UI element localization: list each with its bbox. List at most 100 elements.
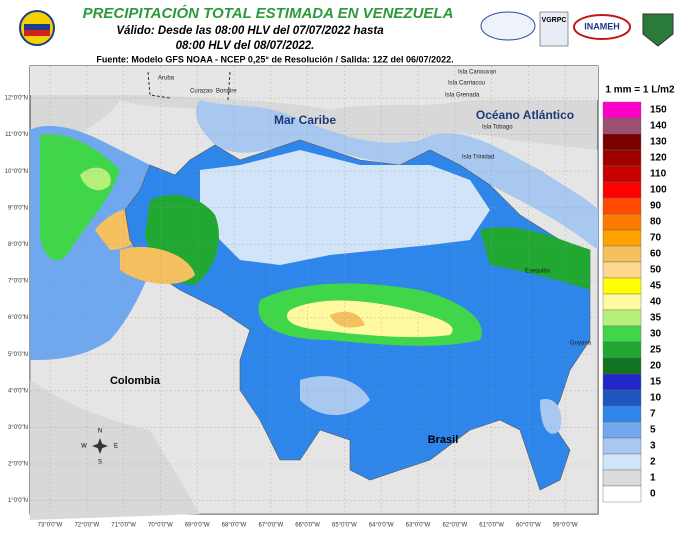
legend-swatch [602, 101, 642, 119]
lat-label: 6°0'0"N [8, 315, 28, 321]
legend-swatch [602, 309, 642, 327]
legend-label: 30 [650, 329, 662, 340]
compass-label: S [98, 460, 102, 466]
legend-label: 1 [650, 473, 656, 484]
rain-coast [195, 100, 598, 250]
legend-swatch [602, 181, 642, 199]
lon-label: 59°0'0"W [553, 523, 578, 529]
map-label: Isla Trinidad [462, 155, 494, 161]
lon-label: 69°0'0"W [185, 523, 210, 529]
logo [539, 11, 569, 47]
rain-orange-band [330, 311, 365, 328]
logo [642, 13, 674, 47]
lon-label: 68°0'0"W [222, 523, 247, 529]
map-label: Esequibo [525, 269, 551, 275]
lat-label: 9°0'0"N [8, 205, 28, 211]
flag-stripe [24, 24, 50, 30]
legend-label: 45 [650, 281, 662, 292]
legend-swatch [602, 197, 642, 215]
legend-swatch [602, 117, 642, 135]
lon-label: 64°0'0"W [369, 523, 394, 529]
legend-label: 20 [650, 361, 662, 372]
legend-label: 10 [650, 393, 662, 404]
legend-swatch [602, 421, 642, 439]
lat-label: 8°0'0"N [8, 242, 28, 248]
legend-label: 150 [650, 105, 667, 116]
legend-swatch [602, 245, 642, 263]
lat-label: 12°0'0"N [5, 96, 28, 102]
legend-swatch [602, 277, 642, 295]
legend-label: 90 [650, 201, 662, 212]
legend-label: 40 [650, 297, 662, 308]
compass-label: E [114, 444, 118, 450]
legend-label: 15 [650, 377, 662, 388]
map-label: Colombia [110, 375, 161, 387]
south-dry [30, 380, 200, 520]
legend-swatch [602, 325, 642, 343]
legend-swatch [602, 469, 642, 487]
logo-text: VGRPC [542, 17, 567, 24]
lat-label: 1°0'0"N [8, 498, 28, 504]
legend-swatch [602, 293, 642, 311]
flag-stripe [24, 30, 50, 36]
compass: N S E W [81, 429, 118, 466]
lat-label: 2°0'0"N [8, 462, 28, 468]
dynamic: 12°0'0"N11°0'0"N10°0'0"N9°0'0"N8°0'0"N7°… [5, 66, 667, 529]
valid-to: 08:00 HLV del 08/07/2022. [176, 40, 315, 52]
legend-swatch [602, 357, 642, 375]
legend-swatch [602, 389, 642, 407]
sea-dry [30, 66, 598, 110]
lat-label: 4°0'0"N [8, 388, 28, 394]
map-label: Océano Atlántico [476, 108, 574, 122]
lon-label: 72°0'0"W [74, 523, 99, 529]
map-label: Isla Tobago [482, 125, 513, 131]
legend-label: 35 [650, 313, 662, 324]
legend-swatch [602, 453, 642, 471]
legend-label: 120 [650, 153, 667, 164]
map-label: Brasil [428, 434, 459, 446]
legend-label: 110 [650, 169, 667, 180]
legend-swatch [602, 261, 642, 279]
lat-label: 7°0'0"N [8, 279, 28, 285]
legend-swatch [602, 485, 642, 503]
map-label: Bonaire [216, 89, 237, 95]
map-label: Aruba [158, 76, 175, 82]
lat-label: 5°0'0"N [8, 352, 28, 358]
lon-label: 62°0'0"W [442, 523, 467, 529]
lon-label: 67°0'0"W [258, 523, 283, 529]
rain-green [40, 134, 120, 261]
valid-from: Válido: Desde las 08:00 HLV del 07/07/20… [116, 25, 384, 37]
lon-label: 71°0'0"W [111, 523, 136, 529]
lon-label: 66°0'0"W [295, 523, 320, 529]
legend-swatch [602, 373, 642, 391]
legend-label: 80 [650, 217, 662, 228]
lon-label: 61°0'0"W [479, 523, 504, 529]
map-label: Curazao [190, 89, 213, 95]
rain-yellow-band [286, 300, 453, 338]
rain-esequibo [480, 227, 590, 290]
legend-swatch [602, 165, 642, 183]
rain-south [300, 376, 370, 415]
source: Fuente: Modelo GFS NOAA - NCEP 0,25° de … [96, 54, 453, 64]
lat-label: 10°0'0"N [5, 169, 28, 175]
legend-swatch [602, 341, 642, 359]
legend-label: 5 [650, 425, 656, 436]
logo [573, 14, 631, 40]
compass-label: N [98, 429, 102, 435]
lon-label: 70°0'0"W [148, 523, 173, 529]
legend-swatch [602, 149, 642, 167]
legend-swatch [602, 437, 642, 455]
legend-label: 7 [650, 409, 656, 420]
legend-title: 1 mm = 1 L/m2 [605, 85, 675, 96]
legend-label: 0 [650, 489, 656, 500]
lon-label: 73°0'0"W [38, 523, 63, 529]
rain-light-green [80, 167, 111, 191]
maritime-boundary [147, 71, 231, 101]
legend-label: 100 [650, 185, 667, 196]
map-label: Mar Caribe [274, 113, 336, 127]
logo-text: INAMEH [584, 21, 620, 31]
lat-label: 11°0'0"N [5, 132, 28, 138]
legend-swatch [602, 213, 642, 231]
legend-swatch [602, 133, 642, 151]
